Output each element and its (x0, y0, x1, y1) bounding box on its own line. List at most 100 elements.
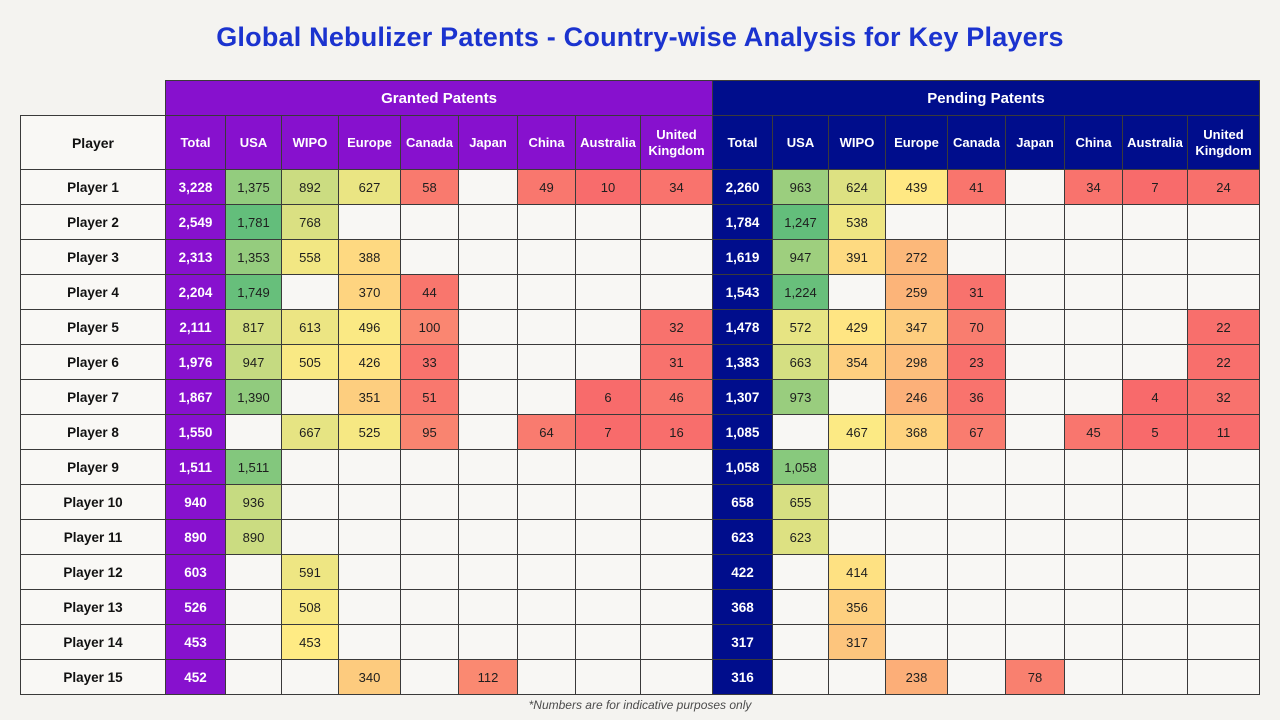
empty-cell-granted-canada (400, 659, 459, 695)
col-header-europe-pending: Europe (885, 115, 948, 170)
value-cell-pending-wipo: 467 (828, 414, 886, 450)
total-cell-pending: 1,543 (712, 274, 773, 310)
value-cell-granted-europe: 370 (338, 274, 401, 310)
value-cell-granted-usa: 1,375 (225, 169, 282, 205)
value-cell-granted-canada: 33 (400, 344, 459, 380)
col-header-total-pending: Total (712, 115, 773, 170)
empty-cell-pending-japan (1005, 344, 1065, 380)
empty-cell-pending-wipo (828, 274, 886, 310)
empty-cell-granted-australia (575, 659, 641, 695)
footnote: *Numbers are for indicative purposes onl… (528, 698, 752, 712)
value-cell-pending-australia: 5 (1122, 414, 1188, 450)
table-row: Player 8 1,550 667 525 95 64 7 16 1,085 467 368 67 4… (20, 414, 1260, 450)
total-cell-granted: 2,549 (165, 204, 226, 240)
empty-cell-pending-japan (1005, 169, 1065, 205)
col-header-australia-granted: Australia (575, 115, 641, 170)
patents-table: Granted Patents Pending Patents Player Tota… (20, 80, 1260, 695)
empty-cell-pending-japan (1005, 274, 1065, 310)
empty-cell-pending-japan (1005, 449, 1065, 485)
empty-cell-pending-china (1064, 659, 1123, 695)
empty-cell-pending-wipo (828, 519, 886, 555)
empty-cell-granted-canada (400, 484, 459, 520)
table-row: Player 3 2,313 1,353 558 388 1,619 947 391 272 (20, 239, 1260, 275)
empty-cell-pending-australia (1122, 239, 1188, 275)
value-cell-granted-usa: 947 (225, 344, 282, 380)
empty-cell-pending-usa (772, 414, 829, 450)
empty-cell-granted-canada (400, 449, 459, 485)
empty-cell-pending-wipo (828, 659, 886, 695)
total-cell-pending: 658 (712, 484, 773, 520)
empty-cell-granted-china (517, 344, 576, 380)
empty-cell-granted-australia (575, 239, 641, 275)
empty-cell-granted-australia (575, 519, 641, 555)
value-cell-pending-usa: 1,247 (772, 204, 829, 240)
empty-cell-granted-united-kingdom (640, 274, 713, 310)
col-header-china-granted: China (517, 115, 576, 170)
player-label: Player 7 (20, 379, 166, 415)
empty-cell-pending-united-kingdom (1187, 589, 1260, 625)
value-cell-pending-united-kingdom: 22 (1187, 309, 1260, 345)
value-cell-granted-united-kingdom: 16 (640, 414, 713, 450)
empty-cell-pending-canada (947, 484, 1006, 520)
value-cell-granted-europe: 525 (338, 414, 401, 450)
empty-cell-granted-china (517, 484, 576, 520)
value-cell-pending-wipo: 317 (828, 624, 886, 660)
empty-cell-granted-united-kingdom (640, 659, 713, 695)
empty-cell-pending-united-kingdom (1187, 239, 1260, 275)
total-cell-pending: 2,260 (712, 169, 773, 205)
value-cell-pending-usa: 947 (772, 239, 829, 275)
empty-cell-pending-china (1064, 624, 1123, 660)
empty-cell-pending-china (1064, 274, 1123, 310)
empty-cell-granted-usa (225, 624, 282, 660)
empty-cell-granted-canada (400, 624, 459, 660)
player-label: Player 9 (20, 449, 166, 485)
empty-cell-granted-united-kingdom (640, 589, 713, 625)
empty-cell-pending-europe (885, 204, 948, 240)
player-label: Player 1 (20, 169, 166, 205)
empty-cell-granted-united-kingdom (640, 239, 713, 275)
empty-cell-pending-japan (1005, 309, 1065, 345)
empty-cell-granted-canada (400, 589, 459, 625)
value-cell-granted-united-kingdom: 31 (640, 344, 713, 380)
empty-cell-pending-japan (1005, 239, 1065, 275)
value-cell-granted-wipo: 453 (281, 624, 339, 660)
empty-cell-pending-australia (1122, 589, 1188, 625)
value-cell-pending-china: 34 (1064, 169, 1123, 205)
value-cell-granted-canada: 58 (400, 169, 459, 205)
value-cell-granted-japan: 112 (458, 659, 518, 695)
value-cell-pending-wipo: 391 (828, 239, 886, 275)
empty-cell-pending-australia (1122, 519, 1188, 555)
empty-cell-pending-united-kingdom (1187, 519, 1260, 555)
empty-cell-pending-europe (885, 484, 948, 520)
empty-cell-granted-united-kingdom (640, 484, 713, 520)
empty-cell-pending-canada (947, 239, 1006, 275)
empty-cell-granted-china (517, 309, 576, 345)
empty-cell-granted-china (517, 554, 576, 590)
value-cell-granted-wipo: 558 (281, 239, 339, 275)
empty-cell-granted-usa (225, 589, 282, 625)
empty-cell-granted-china (517, 274, 576, 310)
value-cell-pending-japan: 78 (1005, 659, 1065, 695)
value-cell-granted-australia: 7 (575, 414, 641, 450)
empty-cell-pending-china (1064, 589, 1123, 625)
empty-cell-pending-japan (1005, 414, 1065, 450)
value-cell-granted-wipo: 768 (281, 204, 339, 240)
empty-cell-pending-wipo (828, 484, 886, 520)
total-cell-pending: 1,058 (712, 449, 773, 485)
value-cell-granted-europe: 340 (338, 659, 401, 695)
total-cell-pending: 1,307 (712, 379, 773, 415)
empty-cell-pending-usa (772, 554, 829, 590)
empty-cell-granted-china (517, 204, 576, 240)
value-cell-pending-europe: 246 (885, 379, 948, 415)
value-cell-granted-wipo: 508 (281, 589, 339, 625)
total-cell-pending: 1,383 (712, 344, 773, 380)
value-cell-granted-usa: 1,749 (225, 274, 282, 310)
empty-cell-granted-canada (400, 204, 459, 240)
empty-cell-granted-united-kingdom (640, 554, 713, 590)
empty-cell-pending-japan (1005, 519, 1065, 555)
total-cell-granted: 1,511 (165, 449, 226, 485)
value-cell-pending-canada: 70 (947, 309, 1006, 345)
value-cell-pending-united-kingdom: 11 (1187, 414, 1260, 450)
empty-cell-pending-china (1064, 344, 1123, 380)
empty-cell-granted-europe (338, 624, 401, 660)
